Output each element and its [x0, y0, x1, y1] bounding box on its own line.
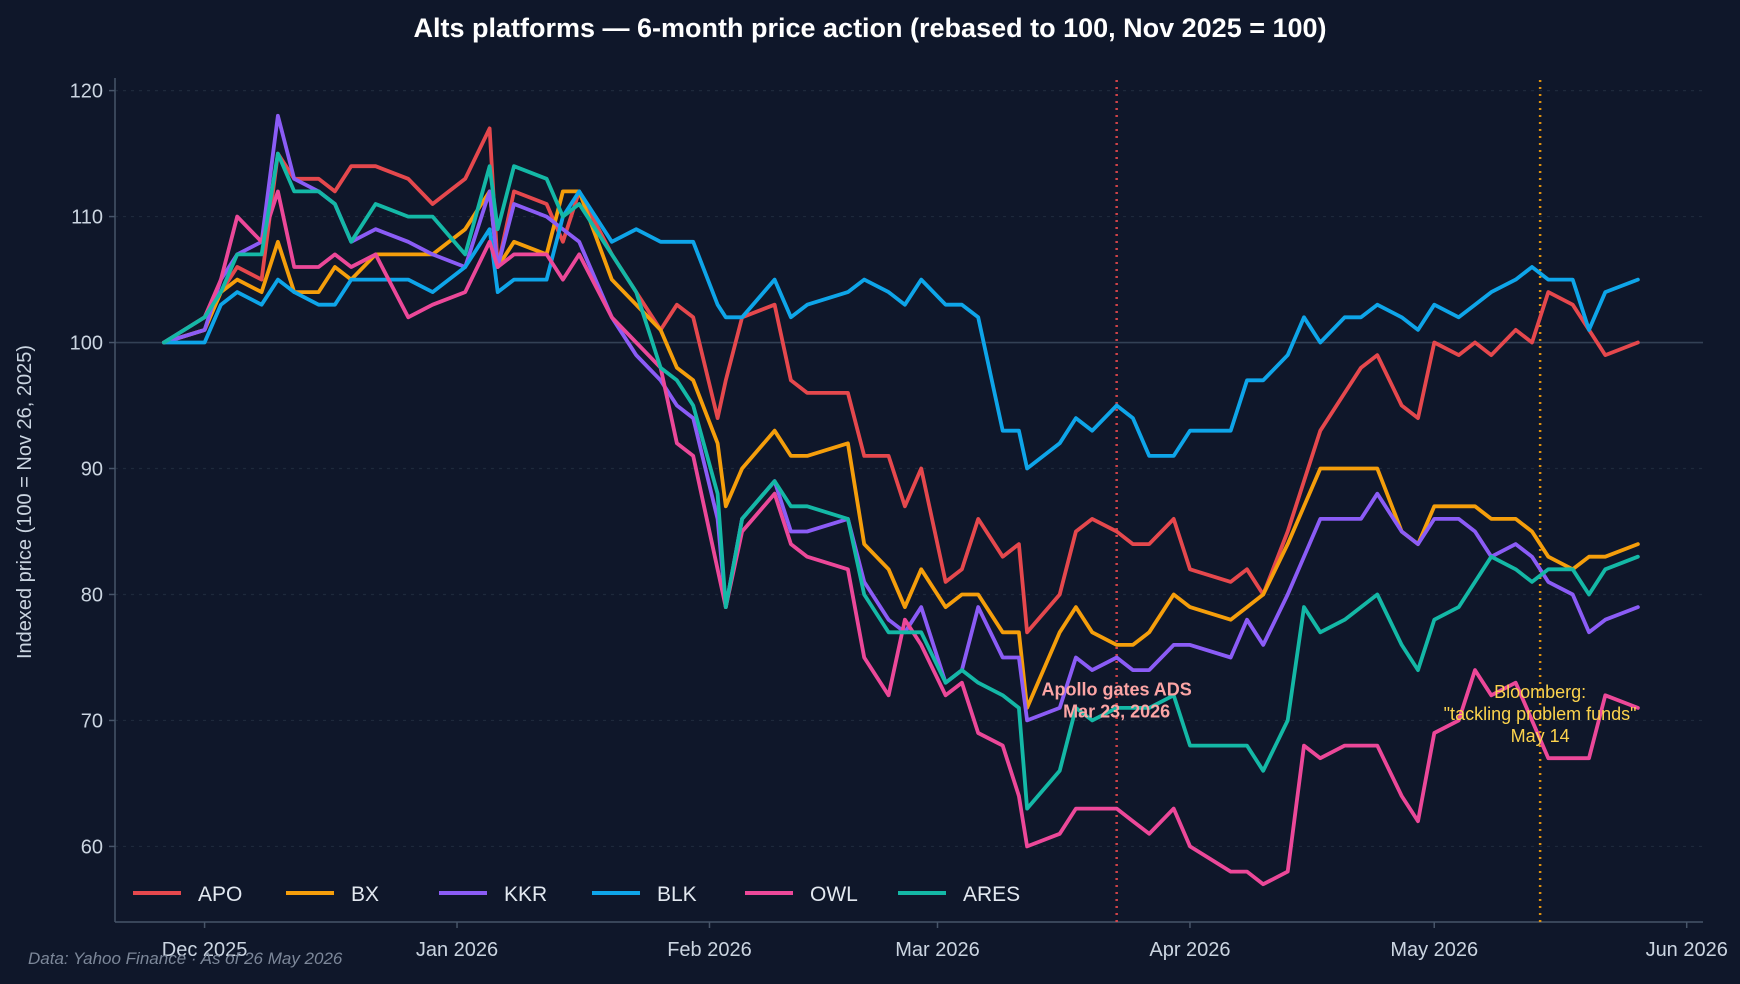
- grid-lines: [115, 89, 1703, 848]
- series-line-apo: [161, 126, 1640, 635]
- y-tick-label: 100: [70, 333, 103, 355]
- legend-label-kkr: KKR: [504, 883, 547, 906]
- legend-label-apo: APO: [198, 883, 242, 906]
- annotation-text: "tackling problem funds": [1444, 704, 1637, 724]
- y-axis-ticks: 60 70 80 90 100 110 120: [70, 81, 115, 858]
- annotation-text: Apollo gates ADS: [1041, 679, 1191, 699]
- chart-title: Alts platforms — 6-month price action (r…: [413, 13, 1326, 43]
- legend-label-bx: BX: [351, 883, 379, 906]
- y-tick-label: 70: [81, 710, 103, 732]
- y-tick-label: 80: [81, 584, 103, 606]
- x-tick-label: May 2026: [1390, 939, 1478, 961]
- y-tick-label: 90: [81, 459, 103, 481]
- legend: APO BX KKR BLK OWL ARES: [133, 883, 1020, 906]
- x-tick-label: Feb 2026: [667, 939, 752, 961]
- x-tick-label: Apr 2026: [1149, 939, 1230, 961]
- x-tick-label: Mar 2026: [895, 939, 980, 961]
- x-tick-label: Jan 2026: [416, 939, 498, 961]
- legend-label-owl: OWL: [810, 883, 858, 906]
- y-tick-label: 110: [71, 207, 103, 229]
- series-line-kkr: [161, 113, 1640, 723]
- y-tick-label: 60: [81, 836, 103, 858]
- legend-label-ares: ARES: [963, 883, 1020, 906]
- x-tick-label: Dec 2025: [162, 939, 248, 961]
- x-axis-ticks: Dec 2025 Jan 2026 Feb 2026 Mar 2026 Apr 2026…: [162, 922, 1728, 961]
- y-tick-label: 120: [70, 81, 103, 103]
- annotation-text: Bloomberg:: [1494, 682, 1586, 702]
- annotation-text: May 14: [1511, 726, 1570, 746]
- source-note: Data: Yahoo Finance · As of 26 May 2026: [28, 949, 343, 968]
- series-line-ares: [161, 151, 1640, 811]
- event-markers: [1115, 80, 1542, 922]
- annotation-text: Mar 23, 2026: [1063, 701, 1170, 721]
- y-axis-label: Indexed price (100 = Nov 26, 2025): [14, 345, 36, 659]
- series-lines: [161, 113, 1640, 887]
- series-line-blk: [161, 189, 1640, 471]
- x-tick-label: Jun 2026: [1646, 939, 1728, 961]
- legend-label-blk: BLK: [657, 883, 697, 906]
- axes: [114, 78, 1703, 923]
- series-line-owl: [161, 189, 1640, 887]
